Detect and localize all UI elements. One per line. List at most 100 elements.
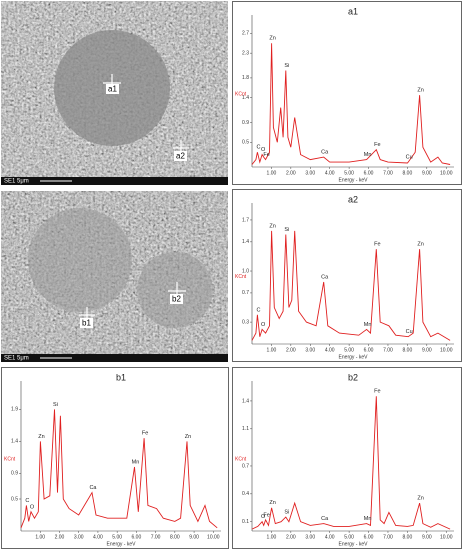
spectrum-line (251, 230, 451, 341)
peak-label: Fe (374, 389, 380, 395)
x-tick-label: 1.00 (35, 534, 45, 540)
y-tick-label: 0.1 (242, 519, 249, 525)
x-tick-label: 6.00 (364, 347, 374, 353)
x-tick-label: 3.00 (305, 534, 315, 540)
peak-label: Mn (132, 459, 140, 465)
peak-label: Mn (364, 152, 372, 158)
x-tick-label: 8.00 (170, 534, 180, 540)
peak-label: C (25, 498, 29, 504)
y-tick-label: 1.0 (242, 268, 249, 274)
chart-title: b2 (348, 372, 358, 382)
scale-label: SE1 5μm (4, 356, 29, 362)
x-tick-label: 3.00 (74, 534, 84, 540)
y-axis-label: KCnt (235, 274, 247, 280)
y-tick-label: 1.4 (242, 95, 249, 101)
x-axis-label: Energy - keV (339, 177, 369, 183)
point-label: a2 (176, 152, 185, 161)
peak-label: Zn (417, 88, 423, 94)
spectrum-line (251, 396, 451, 530)
y-tick-label: 0.5 (242, 140, 249, 146)
peak-label: Fe (374, 142, 380, 148)
y-axis-label: KCnt (235, 91, 247, 97)
peak-label: Ca (321, 516, 329, 522)
scale-strip (1, 177, 228, 185)
x-tick-label: 5.00 (112, 534, 122, 540)
x-tick-label: 7.00 (383, 170, 393, 176)
point-label: b1 (82, 319, 91, 328)
x-tick-label: 4.00 (325, 534, 335, 540)
x-tick-label: 2.00 (55, 534, 65, 540)
x-tick-label: 1.00 (267, 534, 277, 540)
x-tick-label: 4.00 (93, 534, 103, 540)
peak-label: Fe (263, 512, 269, 518)
peak-label: Zn (269, 36, 275, 42)
x-tick-label: 2.00 (286, 347, 296, 353)
x-tick-label: 2.00 (286, 534, 296, 540)
peak-label: Fe (142, 431, 148, 437)
peak-label: Zn (417, 496, 423, 502)
y-tick-label: 0.5 (11, 496, 18, 502)
x-tick-label: 8.00 (403, 347, 413, 353)
x-tick-label: 8.00 (403, 170, 413, 176)
x-tick-label: 6.00 (132, 534, 142, 540)
x-tick-label: 5.00 (344, 347, 354, 353)
peak-label: Ca (321, 274, 329, 280)
panel-frame (232, 189, 462, 362)
peak-label: Si (284, 227, 289, 233)
x-axis-label: Energy - keV (339, 354, 369, 360)
sem-image: b2 b1 SE1 5μm (1, 191, 228, 362)
peak-label: Zn (269, 500, 275, 506)
chart-title: a1 (348, 6, 358, 16)
x-tick-label: 9.00 (422, 347, 432, 353)
y-tick-label: 0.7 (242, 463, 249, 469)
label-box (106, 84, 119, 94)
panel-frame (1, 367, 229, 549)
x-tick-label: 7.00 (151, 534, 161, 540)
peak-label: Cu (406, 329, 413, 335)
x-tick-label: 9.00 (189, 534, 199, 540)
x-tick-label: 10.00 (440, 347, 453, 353)
peak-label: Mn (364, 322, 372, 328)
particle (28, 208, 132, 312)
spectrum-line (20, 409, 218, 529)
scale-label: SE1 5μm (4, 179, 29, 185)
x-tick-label: 5.00 (344, 170, 354, 176)
x-tick-label: 8.00 (403, 534, 413, 540)
x-tick-label: 10.00 (440, 170, 453, 176)
x-tick-label: 4.00 (325, 347, 335, 353)
x-tick-label: 10.00 (440, 534, 453, 540)
x-tick-label: 2.00 (286, 170, 296, 176)
y-tick-label: 0.9 (11, 471, 18, 477)
peak-label: Si (284, 63, 289, 69)
peak-label: O (261, 322, 266, 328)
peak-label: Zn (417, 242, 423, 248)
spectrum-line (251, 43, 451, 165)
y-tick-label: 0.4 (242, 491, 249, 497)
particle (137, 252, 213, 328)
y-tick-label: 2.7 (242, 31, 249, 37)
peak-label: Zn (269, 223, 275, 229)
peak-label: O (261, 147, 266, 153)
label-box (170, 294, 183, 304)
label-box (174, 151, 187, 161)
label-box (80, 318, 93, 328)
x-tick-label: 6.00 (364, 170, 374, 176)
x-tick-label: 6.00 (364, 534, 374, 540)
x-tick-label: 1.00 (267, 347, 277, 353)
x-tick-label: 9.00 (422, 170, 432, 176)
y-axis-label: KCnt (235, 456, 247, 462)
x-axis-label: Energy - keV (107, 541, 137, 547)
point-label: a1 (108, 85, 117, 94)
x-tick-label: 3.00 (305, 170, 315, 176)
y-tick-label: 1.8 (242, 75, 249, 81)
y-tick-label: 1.4 (242, 398, 249, 404)
x-tick-label: 9.00 (422, 534, 432, 540)
y-tick-label: 0.3 (242, 319, 249, 325)
y-axis-label: KCnt (4, 456, 16, 462)
peak-label: Zn (38, 434, 44, 440)
x-axis-label: Energy - keV (339, 541, 369, 547)
peak-label: C (256, 307, 260, 313)
chart-title: b1 (116, 372, 126, 382)
